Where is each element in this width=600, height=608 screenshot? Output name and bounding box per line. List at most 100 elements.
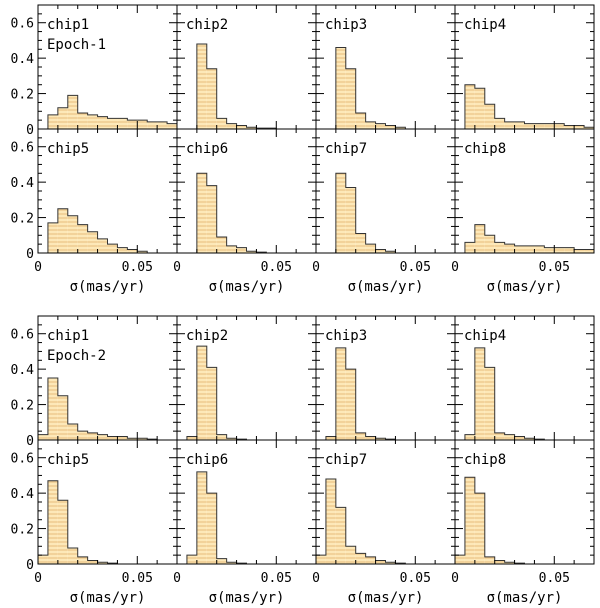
histogram-bar <box>216 434 227 440</box>
histogram-bar <box>107 244 118 253</box>
panel-label-chip8: chip8 <box>464 452 506 468</box>
histogram-bar <box>97 434 108 440</box>
histogram-outline <box>38 94 178 130</box>
y-tick-label: 0 <box>26 558 34 573</box>
histogram-bar <box>544 123 555 129</box>
histogram-bar <box>316 555 326 564</box>
histogram-bar <box>534 123 545 129</box>
panel-chip7: chip7 0 0.05 σ(mas/yr) <box>312 128 456 295</box>
histogram-bar <box>47 222 58 253</box>
histogram-bar <box>494 118 505 129</box>
histogram-bar <box>127 438 138 440</box>
histogram-bar <box>365 556 376 564</box>
histogram-bar <box>504 562 515 564</box>
panel-label-chip4: chip4 <box>464 17 506 33</box>
panel-chip4: chip4 <box>454 315 595 441</box>
panel-label-chip3: chip3 <box>325 17 367 33</box>
histogram-bar <box>226 562 237 564</box>
histogram-bar <box>335 47 346 130</box>
histogram-bar <box>216 118 227 129</box>
histogram-bar <box>47 114 58 129</box>
histogram-bar <box>137 120 148 129</box>
histogram-bar <box>97 562 108 564</box>
histogram-bar <box>246 251 257 253</box>
x-axis-title: σ(mas/yr) <box>348 279 424 295</box>
histogram-bar <box>77 556 88 564</box>
histogram-outline <box>37 377 177 441</box>
histogram-bar <box>206 68 217 129</box>
histogram-bar <box>494 432 505 440</box>
histogram-bar <box>147 121 158 129</box>
y-tick-label: 0.6 <box>11 452 34 467</box>
histogram-bar <box>355 113 366 129</box>
x-tick-label: 0.05 <box>122 260 153 275</box>
histogram-bar <box>325 436 336 440</box>
panel-label-chip6: chip6 <box>186 452 228 468</box>
panel-chip5: chip5 0 0.2 0.4 0.6 0 0.05 σ(mas/yr) <box>11 439 178 606</box>
histogram-bar <box>196 471 207 564</box>
panel-chip4: chip4 <box>454 4 595 130</box>
histogram-bar <box>206 185 217 253</box>
y-tick-label: 0 <box>26 247 34 262</box>
histogram-bar <box>504 434 515 440</box>
y-tick-label: 0 <box>26 123 34 138</box>
x-tick-label: 0 <box>34 571 42 586</box>
histogram-bar <box>564 125 575 129</box>
histogram-bar <box>57 500 68 564</box>
y-tick-label: 0.4 <box>11 363 35 378</box>
x-tick-label: 0.05 <box>400 571 431 586</box>
y-tick-label: 0.4 <box>11 487 35 502</box>
histogram-bar <box>385 125 396 129</box>
histogram-bar <box>474 347 485 440</box>
histogram-bar <box>355 553 366 564</box>
histogram-bar <box>206 367 217 440</box>
histogram-bar <box>385 251 396 253</box>
x-tick-label: 0.05 <box>539 571 570 586</box>
histogram-bar <box>474 493 485 564</box>
x-tick-label: 0.05 <box>261 260 292 275</box>
y-tick-label: 0.2 <box>11 88 34 103</box>
panel-label-chip2: chip2 <box>186 328 228 344</box>
x-axis-title: σ(mas/yr) <box>70 279 146 295</box>
histogram-bar <box>67 95 78 129</box>
panel-chip8: chip8 0 0.05 σ(mas/yr) <box>451 128 595 295</box>
histogram-bar <box>226 438 237 440</box>
y-tick-label: 0.2 <box>11 399 34 414</box>
panel-chip6: chip6 0 0.05 σ(mas/yr) <box>173 128 317 295</box>
histogram-bar <box>365 244 376 253</box>
histogram-bar <box>375 560 386 564</box>
panel-chip7: chip7 0 0.05 σ(mas/yr) <box>312 439 456 606</box>
histogram-bar <box>514 245 525 253</box>
x-axis-title: σ(mas/yr) <box>487 279 563 295</box>
histogram-bar <box>584 127 594 129</box>
y-tick-label: 0.2 <box>11 523 34 538</box>
panel-label-chip1: chip1 <box>47 17 89 33</box>
y-tick-label: 0.6 <box>11 17 34 32</box>
panel-label-chip1: chip1 <box>47 328 89 344</box>
histogram-bar <box>534 245 545 253</box>
histogram-outline <box>455 224 595 254</box>
histogram-bar <box>355 233 366 253</box>
histogram-bar <box>127 249 138 253</box>
histogram-bar <box>574 249 585 253</box>
histogram-bar <box>365 121 376 129</box>
histogram-bar <box>137 251 148 253</box>
histogram-bar <box>196 43 207 129</box>
histogram-bar <box>57 208 68 253</box>
histogram-bar <box>494 242 505 253</box>
y-tick-label: 0.6 <box>11 141 34 156</box>
histogram-bar <box>67 215 78 253</box>
histogram-bar <box>574 125 585 129</box>
y-tick-label: 0.6 <box>11 328 34 343</box>
histogram-bar <box>97 238 108 253</box>
histogram-bar <box>484 235 495 253</box>
histogram-bar <box>584 249 594 253</box>
histogram-bar <box>157 121 168 129</box>
histogram-bar <box>226 245 237 253</box>
epoch-block-1: chip1 Epoch-1 0 0.2 0.4 0.6 chip2 chip3 chip4 chi… <box>11 4 595 295</box>
panel-chip3: chip3 <box>315 4 456 130</box>
histogram-bar <box>216 558 227 564</box>
histogram-bar <box>494 560 505 564</box>
